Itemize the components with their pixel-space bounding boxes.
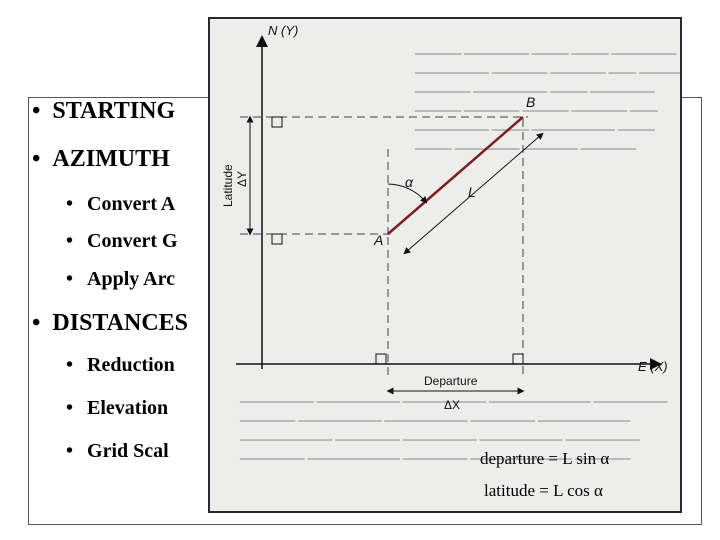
latitude-formula: latitude = L cos α: [484, 481, 603, 500]
bullet-apply-arc: • Apply Arc: [66, 268, 175, 290]
bullet-convert-a: • Convert A: [66, 193, 176, 215]
x-axis-label: E (X): [638, 359, 668, 374]
bullet-starting: • STARTING: [32, 98, 176, 124]
right-angle-marker: [271, 116, 283, 128]
right-angle-marker: [512, 353, 524, 365]
figure-overlay: ▁▁▁▁▁ ▁▁▁▁▁▁▁ ▁▁▁▁ ▁▁▁▁ ▁▁▁▁▁▁▁ ▁▁▁▁▁▁▁▁ …: [208, 17, 682, 513]
departure-label: Departure: [424, 374, 478, 388]
y-axis-label: N (Y): [268, 23, 298, 38]
point-a-label: A: [373, 232, 383, 248]
bullet-azimuth: • AZIMUTH: [32, 146, 170, 172]
angle-arc: [387, 183, 428, 204]
length-label: L: [468, 184, 476, 200]
bullet-grid-scale: • Grid Scal: [66, 440, 169, 462]
delta-y-label: ΔY: [235, 171, 249, 187]
latitude-label: Latitude: [221, 164, 235, 207]
bullet-distances: • DISTANCES: [32, 310, 189, 336]
traverse-diagram: N (Y) E (X) B A L α Latitude ΔY Departur…: [221, 23, 668, 412]
departure-formula: departure = L sin α: [480, 449, 610, 468]
delta-x-label: ΔX: [444, 398, 460, 412]
angle-label: α: [405, 174, 414, 190]
bullet-reduction: • Reduction: [66, 354, 175, 376]
point-b-label: B: [526, 94, 535, 110]
right-angle-marker: [375, 353, 387, 365]
scan-texture-lower: ▁▁▁▁▁▁▁▁ ▁▁▁▁▁▁▁▁▁ ▁▁▁▁▁▁▁▁▁ ▁▁▁▁▁▁▁▁▁▁▁…: [240, 389, 668, 460]
length-dimension: [403, 132, 544, 255]
bullet-convert-g: • Convert G: [66, 230, 178, 252]
bullet-elevation: • Elevation: [66, 397, 169, 419]
right-angle-marker: [271, 233, 283, 245]
